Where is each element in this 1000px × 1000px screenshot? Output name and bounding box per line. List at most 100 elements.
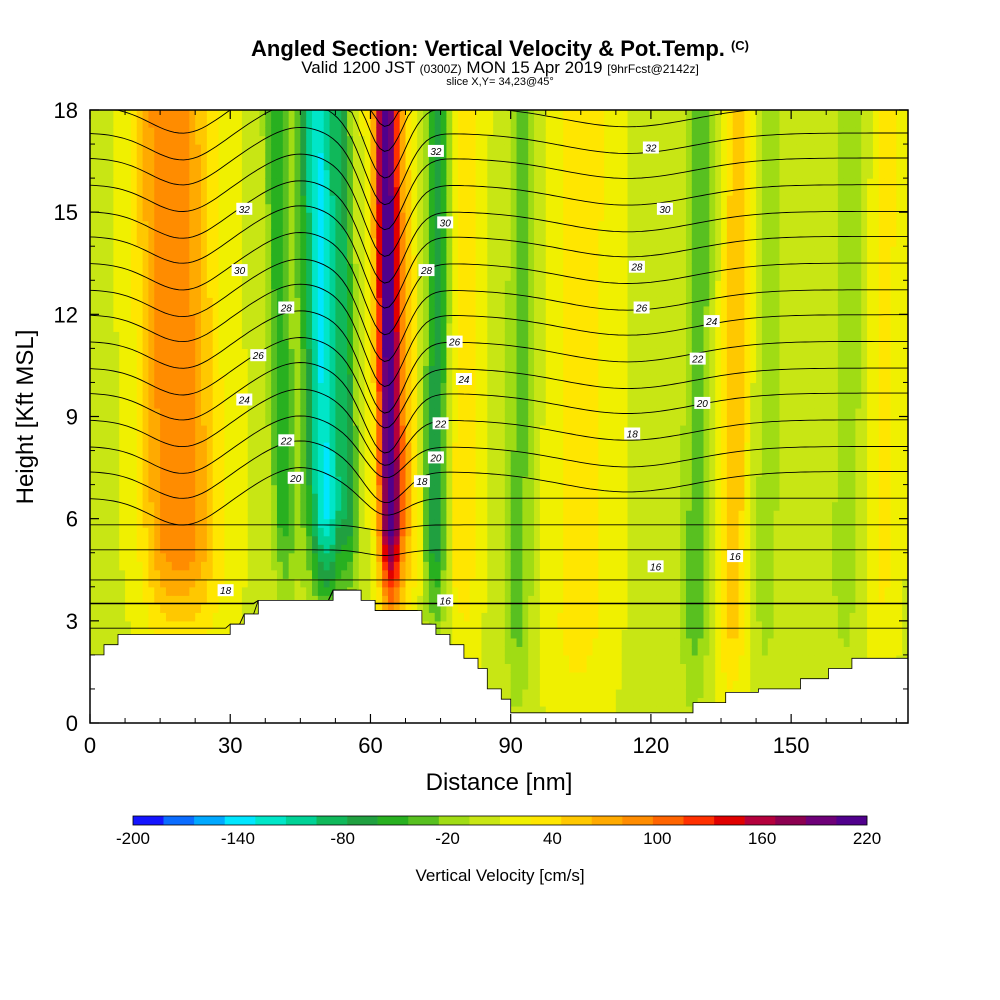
velocity-cell: [452, 195, 459, 205]
velocity-cell: [206, 586, 214, 596]
velocity-cell: [171, 195, 179, 205]
velocity-cell: [475, 578, 483, 588]
velocity-cell: [271, 595, 278, 605]
velocity-cell: [487, 433, 494, 443]
velocity-cell: [288, 178, 296, 188]
velocity-cell: [247, 110, 255, 120]
velocity-cell: [364, 127, 372, 137]
velocity-cell: [452, 586, 459, 596]
velocity-cell: [487, 144, 494, 154]
velocity-cell: [183, 280, 190, 290]
velocity-cell: [95, 195, 103, 205]
velocity-cell: [335, 203, 342, 213]
velocity-cell: [341, 356, 348, 367]
velocity-cell: [236, 127, 243, 137]
velocity-cell: [107, 212, 114, 222]
velocity-cell: [481, 161, 488, 171]
velocity-cell: [212, 578, 220, 588]
velocity-cell: [247, 186, 255, 196]
velocity-cell: [376, 535, 383, 545]
velocity-cell: [136, 407, 144, 418]
velocity-cell: [358, 569, 366, 579]
velocity-cell: [142, 288, 150, 298]
velocity-cell: [119, 552, 126, 562]
velocity-cell: [452, 271, 459, 281]
velocity-cell: [101, 169, 109, 179]
velocity-cell: [423, 501, 430, 511]
velocity-cell: [282, 535, 290, 545]
velocity-cell: [119, 382, 126, 392]
velocity-cell: [236, 280, 243, 290]
velocity-cell: [119, 254, 126, 264]
velocity-cell: [241, 476, 249, 486]
velocity-cell: [434, 271, 442, 281]
velocity-cell: [370, 569, 377, 579]
velocity-cell: [323, 442, 331, 452]
velocity-cell: [177, 407, 185, 418]
velocity-cell: [165, 382, 173, 392]
velocity-cell: [364, 203, 372, 213]
velocity-cell: [300, 212, 307, 222]
velocity-cell: [358, 425, 366, 435]
velocity-cell: [329, 220, 336, 230]
velocity-cell: [259, 527, 266, 537]
velocity-cell: [142, 569, 150, 579]
velocity-cell: [265, 433, 272, 443]
velocity-cell: [177, 237, 185, 247]
velocity-cell: [101, 288, 109, 298]
velocity-cell: [341, 433, 348, 443]
velocity-cell: [95, 356, 103, 367]
velocity-cell: [160, 382, 167, 392]
velocity-cell: [201, 178, 208, 188]
velocity-cell: [107, 135, 114, 145]
velocity-cell: [341, 476, 348, 486]
velocity-cell: [282, 595, 290, 605]
velocity-cell: [90, 169, 97, 179]
velocity-cell: [393, 288, 401, 298]
velocity-cell: [125, 620, 132, 630]
velocity-cell: [189, 203, 196, 213]
velocity-cell: [423, 246, 430, 256]
velocity-cell: [352, 552, 360, 562]
velocity-cell: [230, 246, 237, 256]
velocity-cell: [130, 271, 138, 281]
velocity-cell: [218, 263, 225, 273]
velocity-cell: [230, 459, 237, 469]
velocity-cell: [335, 433, 342, 443]
velocity-cell: [364, 305, 372, 315]
velocity-cell: [130, 365, 138, 375]
velocity-cell: [271, 365, 278, 375]
velocity-cell: [142, 237, 150, 247]
velocity-cell: [370, 135, 377, 145]
velocity-cell: [352, 127, 360, 137]
velocity-cell: [434, 493, 442, 503]
velocity-cell: [452, 373, 459, 384]
velocity-cell: [101, 127, 109, 137]
velocity-cell: [306, 467, 313, 477]
velocity-cell: [142, 603, 150, 613]
velocity-cell: [487, 135, 494, 145]
velocity-cell: [393, 280, 401, 290]
velocity-cell: [253, 476, 261, 486]
velocity-cell: [218, 161, 225, 171]
velocity-cell: [417, 433, 424, 443]
velocity-cell: [487, 254, 494, 264]
velocity-cell: [463, 297, 471, 307]
velocity-cell: [411, 501, 418, 511]
velocity-cell: [136, 288, 144, 298]
velocity-cell: [370, 254, 377, 264]
velocity-cell: [247, 118, 255, 128]
velocity-cell: [282, 169, 290, 179]
velocity-cell: [265, 586, 272, 596]
velocity-cell: [463, 314, 471, 324]
velocity-cell: [171, 161, 179, 171]
velocity-cell: [446, 450, 453, 460]
velocity-cell: [125, 399, 132, 409]
velocity-cell: [253, 297, 261, 307]
velocity-cell: [434, 544, 442, 554]
velocity-cell: [276, 561, 284, 571]
velocity-cell: [312, 135, 319, 145]
velocity-cell: [341, 331, 348, 341]
velocity-cell: [259, 297, 266, 307]
velocity-cell: [487, 510, 494, 520]
